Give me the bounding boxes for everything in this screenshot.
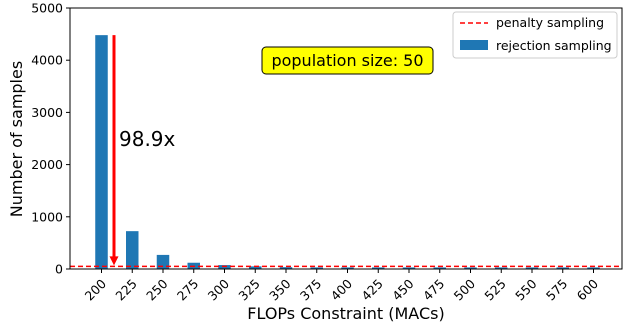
bar-550 <box>525 267 539 269</box>
bar-525 <box>495 267 508 269</box>
bar-400 <box>341 267 354 269</box>
bar-450 <box>402 267 416 269</box>
bar-350 <box>279 267 293 269</box>
bar-325 <box>249 266 262 269</box>
x-axis-label: FLOPs Constraint (MACs) <box>247 304 444 323</box>
y-tick-label: 3000 <box>31 105 63 120</box>
x-tick-label-500: 500 <box>451 276 479 304</box>
annotation-box <box>261 46 434 75</box>
x-tick-label-600: 600 <box>574 276 602 304</box>
bar-575 <box>556 267 569 269</box>
x-tick-label-475: 475 <box>420 276 447 303</box>
bar-250 <box>156 254 170 269</box>
bar-425 <box>372 267 385 269</box>
x-tick-label-525: 525 <box>481 276 508 303</box>
x-tick-label-325: 325 <box>235 276 262 303</box>
bar-600 <box>587 267 600 269</box>
x-tick-label-225: 225 <box>112 276 139 303</box>
reduction-arrow <box>109 35 119 266</box>
y-axis-label: Number of samples <box>7 61 26 217</box>
legend-frame <box>452 11 618 59</box>
x-tick-label-250: 250 <box>143 276 171 304</box>
population-size-annotation: population size: 50 <box>261 46 434 75</box>
legend-rejection-label: rejection sampling <box>496 38 612 53</box>
x-tick-label-425: 425 <box>358 276 385 303</box>
arrow-head <box>109 256 119 266</box>
x-tick-label-275: 275 <box>174 276 201 303</box>
x-tick-label-400: 400 <box>328 276 356 304</box>
annotation-text: population size: 50 <box>271 51 423 70</box>
y-tick-label: 0 <box>55 262 63 277</box>
bar-475 <box>433 267 446 269</box>
y-axis-ticks: 0 1000 2000 3000 4000 5000 <box>31 1 70 277</box>
bar-375 <box>310 267 323 269</box>
x-tick-label-550: 550 <box>512 276 540 304</box>
x-tick-label-575: 575 <box>543 276 570 303</box>
legend-rejection-swatch <box>460 40 488 50</box>
bar-500 <box>464 267 477 269</box>
x-tick-label-350: 350 <box>266 276 294 304</box>
x-tick-label-300: 300 <box>205 276 233 304</box>
legend-penalty-label: penalty sampling <box>496 15 604 30</box>
x-tick-label-450: 450 <box>389 276 417 304</box>
bar-200 <box>95 35 108 270</box>
x-tick-label-200: 200 <box>82 276 110 304</box>
axes <box>69 7 623 270</box>
y-tick-label: 5000 <box>31 1 63 16</box>
bar-225 <box>126 231 139 269</box>
y-tick-label: 2000 <box>31 157 63 172</box>
y-tick-label: 4000 <box>31 53 63 68</box>
y-tick-label: 1000 <box>31 209 63 224</box>
reduction-ratio-label: 98.9x <box>119 127 176 151</box>
plot-frame <box>69 7 623 270</box>
x-axis-ticks: 200 225 250 275 300 325 350 375 400 425 450 475 500 5… <box>82 269 602 304</box>
x-tick-label-375: 375 <box>297 276 324 303</box>
legend: penalty sampling rejection sampling <box>452 11 618 59</box>
